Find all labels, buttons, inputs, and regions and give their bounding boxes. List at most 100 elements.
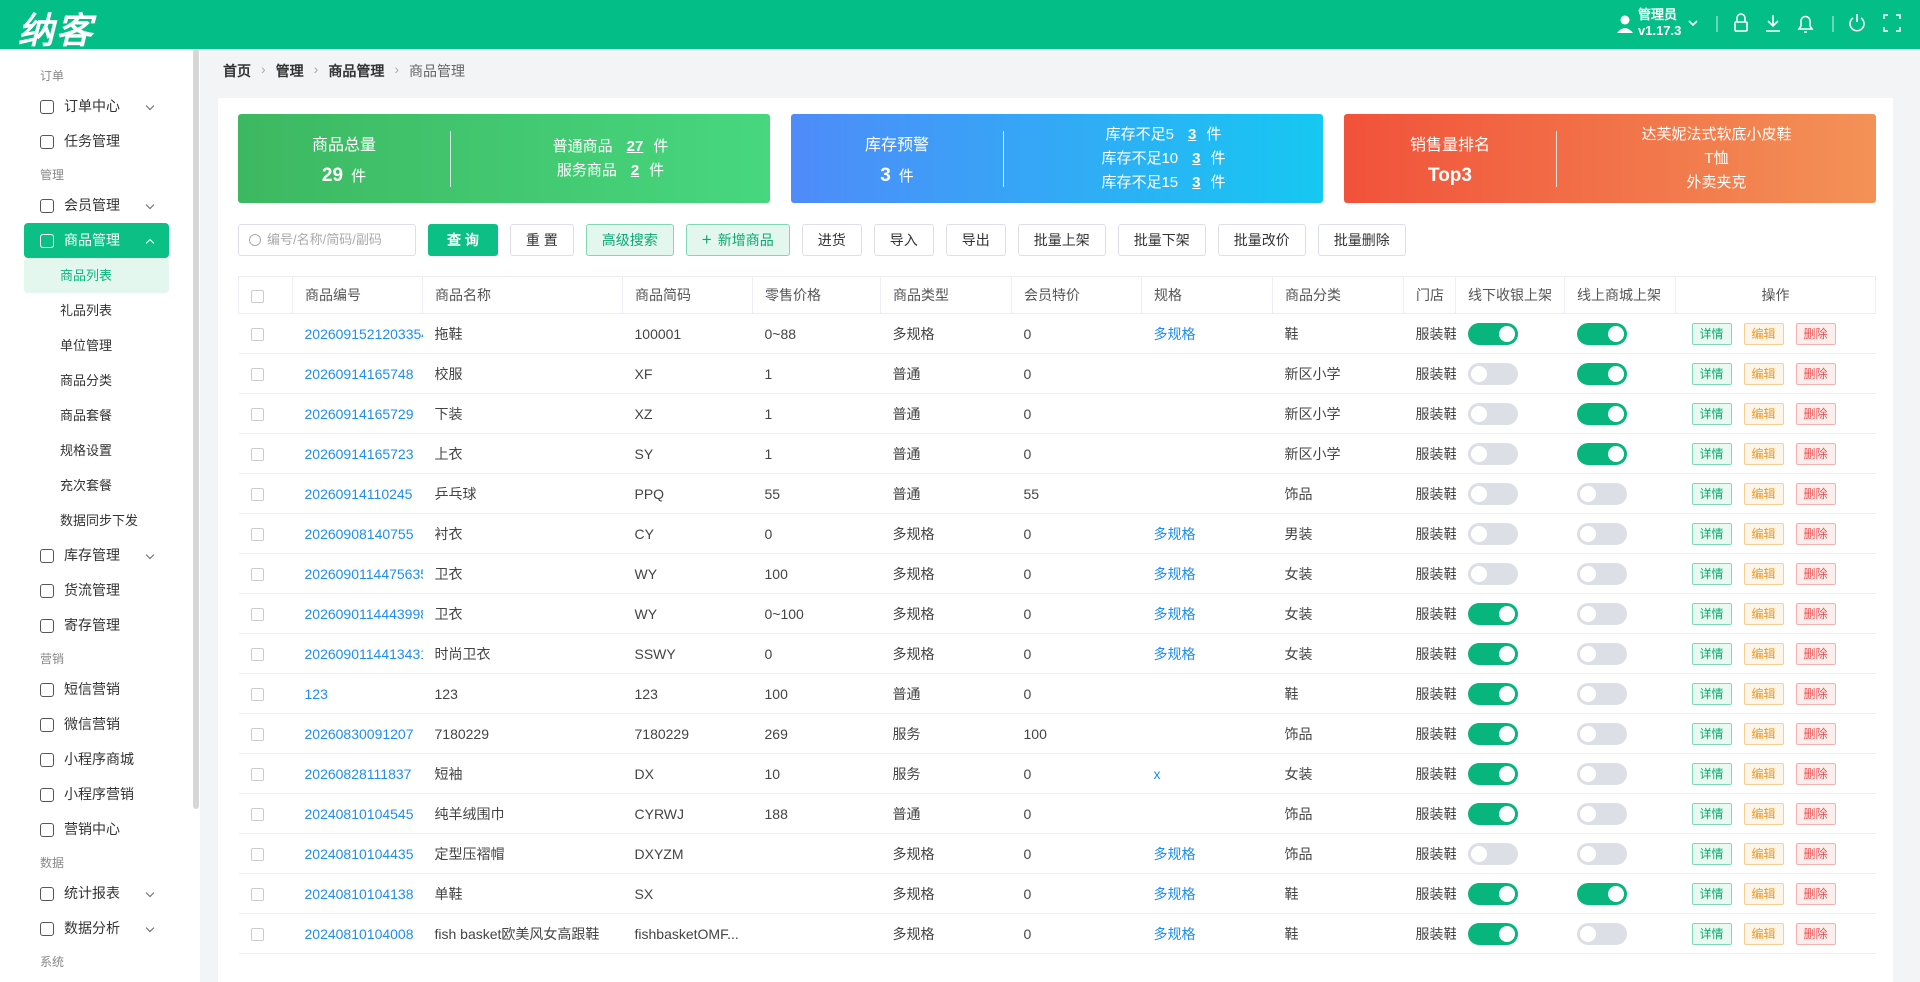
checkbox[interactable] <box>250 728 264 742</box>
breadcrumb-item[interactable]: 首页 <box>223 63 251 79</box>
action-button[interactable]: 编辑 <box>1743 482 1784 505</box>
cell-link[interactable]: 20260830091207 <box>292 713 423 754</box>
search-input[interactable]: 编号/名称/简码/副码 <box>238 224 416 256</box>
checkbox[interactable] <box>250 408 264 422</box>
cell-link[interactable]: 20240810104435 <box>292 833 423 874</box>
stat-line-value[interactable]: 3 <box>1187 125 1197 143</box>
submenu-item[interactable]: 礼品列表 <box>60 303 113 318</box>
submenu-item[interactable]: 单位管理 <box>60 338 113 353</box>
action-button[interactable]: 详情 <box>1691 602 1732 625</box>
toggle-switch[interactable] <box>1467 362 1518 385</box>
action-button[interactable]: 删除 <box>1795 442 1836 465</box>
toggle-switch[interactable] <box>1576 722 1627 745</box>
menu-item[interactable]: 商品管理 <box>24 223 169 258</box>
checkbox[interactable] <box>250 368 264 382</box>
action-button[interactable]: 删除 <box>1795 922 1836 945</box>
toolbar-button[interactable]: 导出 <box>945 224 1006 256</box>
menu-item[interactable]: 寄存管理 <box>24 608 169 643</box>
checkbox[interactable] <box>250 648 264 662</box>
action-button[interactable]: 编辑 <box>1743 362 1784 385</box>
toggle-switch[interactable] <box>1576 922 1627 945</box>
cell-link[interactable]: 多规格 <box>1141 633 1273 674</box>
action-button[interactable]: 删除 <box>1795 842 1836 865</box>
action-button[interactable]: 编辑 <box>1743 842 1784 865</box>
toggle-switch[interactable] <box>1467 402 1518 425</box>
toggle-switch[interactable] <box>1576 322 1627 345</box>
cell-link[interactable]: 20260901144756351 <box>292 553 423 594</box>
toggle-switch[interactable] <box>1467 722 1518 745</box>
breadcrumb-item[interactable]: 商品管理 <box>328 63 385 79</box>
cell-link[interactable]: 20260914110245 <box>292 473 423 514</box>
action-button[interactable]: 编辑 <box>1743 722 1784 745</box>
cell-link[interactable]: 20240810104008 <box>292 913 423 954</box>
action-button[interactable]: 删除 <box>1795 402 1836 425</box>
action-button[interactable]: 删除 <box>1795 602 1836 625</box>
action-button[interactable]: 删除 <box>1795 562 1836 585</box>
cell-link[interactable]: x <box>1141 753 1273 794</box>
submenu-item[interactable]: 商品套餐 <box>60 408 113 423</box>
cell-link[interactable]: 多规格 <box>1141 833 1273 874</box>
action-button[interactable]: 详情 <box>1691 922 1732 945</box>
toggle-switch[interactable] <box>1576 802 1627 825</box>
toolbar-button[interactable]: 批量下架 <box>1117 224 1206 256</box>
toggle-switch[interactable] <box>1576 522 1627 545</box>
toggle-switch[interactable] <box>1467 682 1518 705</box>
user-info[interactable]: 管理员 v1.17.3 <box>1638 7 1681 39</box>
action-button[interactable]: 删除 <box>1795 722 1836 745</box>
stat-line-value[interactable]: 3 <box>1192 173 1201 191</box>
checkbox[interactable] <box>250 688 264 702</box>
toolbar-button[interactable]: 导入 <box>873 224 934 256</box>
menu-item[interactable]: 统计报表 <box>24 876 169 911</box>
toggle-switch[interactable] <box>1467 762 1518 785</box>
action-button[interactable]: 编辑 <box>1743 522 1784 545</box>
menu-item[interactable]: 营销中心 <box>24 812 169 847</box>
action-button[interactable]: 详情 <box>1691 482 1732 505</box>
toolbar-button[interactable]: 查 询 <box>428 224 498 256</box>
checkbox[interactable] <box>250 568 264 582</box>
menu-item[interactable]: 小程序营销 <box>24 777 169 812</box>
action-button[interactable]: 编辑 <box>1743 682 1784 705</box>
toggle-switch[interactable] <box>1467 602 1518 625</box>
action-button[interactable]: 删除 <box>1795 882 1836 905</box>
cell-link[interactable]: 20260915212033541 <box>292 313 423 354</box>
cell-link[interactable]: 20260914165748 <box>292 353 423 394</box>
toggle-switch[interactable] <box>1576 762 1627 785</box>
checkbox[interactable] <box>250 928 264 942</box>
toggle-switch[interactable] <box>1576 442 1627 465</box>
toggle-switch[interactable] <box>1467 882 1518 905</box>
cell-link[interactable]: 多规格 <box>1141 873 1273 914</box>
menu-item[interactable]: 任务管理 <box>24 124 169 159</box>
cell-link[interactable]: 多规格 <box>1141 313 1273 354</box>
checkbox[interactable] <box>250 768 264 782</box>
action-button[interactable]: 详情 <box>1691 762 1732 785</box>
action-button[interactable]: 详情 <box>1691 722 1732 745</box>
toggle-switch[interactable] <box>1467 522 1518 545</box>
cell-link[interactable]: 20260914165723 <box>292 433 423 474</box>
toggle-switch[interactable] <box>1467 802 1518 825</box>
cell-link[interactable]: 20260828111837 <box>292 753 423 794</box>
action-button[interactable]: 删除 <box>1795 762 1836 785</box>
cell-link[interactable]: 多规格 <box>1141 593 1273 634</box>
cell-link[interactable]: 20260901144134311 <box>292 633 423 674</box>
toggle-switch[interactable] <box>1467 562 1518 585</box>
toggle-switch[interactable] <box>1576 682 1627 705</box>
checkbox[interactable] <box>250 848 264 862</box>
action-button[interactable]: 删除 <box>1795 322 1836 345</box>
action-button[interactable]: 删除 <box>1795 802 1836 825</box>
submenu-item[interactable]: 充次套餐 <box>60 478 113 493</box>
toolbar-button[interactable]: 进货 <box>801 224 862 256</box>
action-button[interactable]: 编辑 <box>1743 322 1784 345</box>
toolbar-button[interactable]: 高级搜索 <box>585 224 674 256</box>
checkbox[interactable] <box>250 328 264 342</box>
action-button[interactable]: 删除 <box>1795 362 1836 385</box>
checkbox[interactable] <box>250 888 264 902</box>
submenu-item[interactable]: 数据同步下发 <box>60 513 139 528</box>
menu-item[interactable]: 库存管理 <box>24 538 169 573</box>
cell-link[interactable]: 多规格 <box>1141 913 1273 954</box>
action-button[interactable]: 编辑 <box>1743 402 1784 425</box>
action-button[interactable]: 详情 <box>1691 402 1732 425</box>
checkbox[interactable] <box>250 808 264 822</box>
action-button[interactable]: 删除 <box>1795 482 1836 505</box>
toggle-switch[interactable] <box>1576 402 1627 425</box>
action-button[interactable]: 删除 <box>1795 682 1836 705</box>
